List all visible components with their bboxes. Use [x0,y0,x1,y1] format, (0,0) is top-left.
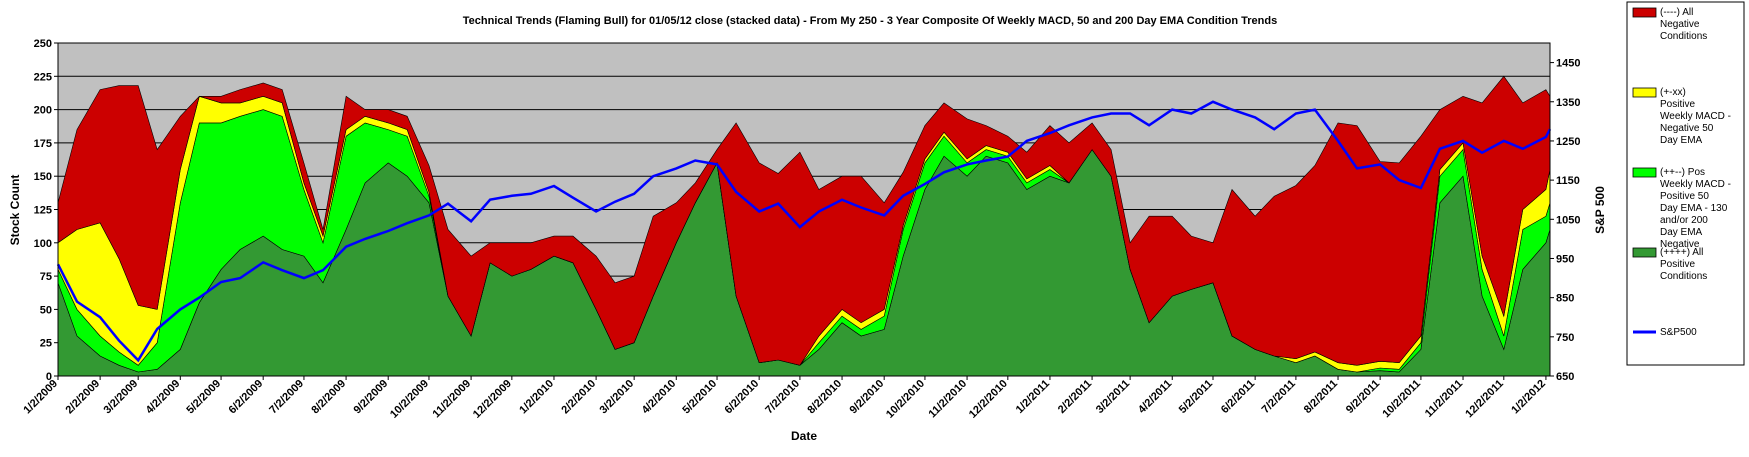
y2-tick-label: 1150 [1556,175,1580,187]
legend-items: (----) All Negative Conditions (+-xx) Positi… [1632,7,1731,338]
left-axis-ticks: 0 25 50 75 100 125 150 175 200 225 250 [34,38,58,383]
y2-tick-label: 1250 [1556,136,1580,148]
sp500-line [56,100,1552,363]
y2-tick-label: 850 [1556,293,1574,305]
legend-swatch [1632,247,1657,258]
legend-swatch [1632,87,1657,98]
y-tick-label: 50 [40,304,52,316]
y-tick-label: 100 [34,238,52,250]
legend-label: (+-xx) Positive Weekly MACD -Negative 50 Da… [1660,87,1731,146]
chart-title: Technical Trends (Flaming Bull) for 01/0… [463,15,1277,27]
y-tick-label: 225 [34,71,52,83]
y2-tick-label: 1050 [1556,214,1580,226]
legend-swatch [1632,7,1657,18]
y-tick-label: 250 [34,38,52,50]
legend-label: (++--) Pos Weekly MACD -Positive 50 Day EM… [1660,167,1731,250]
legend [1626,1,1745,366]
y2-tick-label: 750 [1556,332,1574,344]
right-axis-ticks: 650 750 850 950 1050 1150 1250 1350 1450 [1550,58,1580,383]
y-tick-label: 0 [46,371,52,383]
y2-tick-label: 650 [1556,371,1574,383]
legend-label: S&P500 [1660,327,1697,338]
y-tick-label: 125 [34,205,52,217]
y2-tick-label: 950 [1556,253,1574,265]
y-axis-label: Stock Count [8,175,22,246]
sp500-line-group [56,100,1552,363]
legend-label: (++++) All Positive Conditions [1660,247,1707,282]
y2-tick-label: 1450 [1556,58,1580,70]
y-tick-label: 75 [40,271,52,283]
y-tick-label: 175 [34,138,52,150]
y-tick-label: 150 [34,171,52,183]
y-tick-label: 200 [34,105,52,117]
legend-label: (----) All Negative Conditions [1660,7,1707,42]
legend-swatch [1632,167,1657,178]
x-axis-label: Date [791,429,817,443]
y2-axis-label: S&P 500 [1593,186,1607,234]
y2-tick-label: 1350 [1556,97,1580,109]
y-tick-label: 25 [40,338,52,350]
